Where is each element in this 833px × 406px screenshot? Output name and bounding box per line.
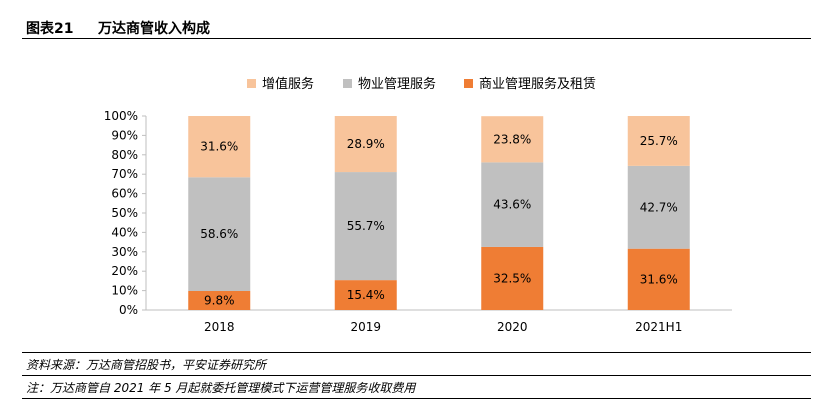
data-label: 28.9% [347, 137, 385, 151]
bar-segment [627, 116, 690, 166]
note-text: 注：万达商管自 2021 年 5 月起就委托管理模式下运营管理服务收取费用 [26, 381, 416, 395]
data-label: 9.8% [204, 293, 235, 307]
y-tick-label: 100% [104, 109, 138, 123]
data-label: 32.5% [493, 271, 531, 285]
bar-segment [627, 165, 690, 249]
bar-segment [481, 162, 544, 247]
figure-header: 图表21 万达商管收入构成 [22, 0, 811, 39]
legend-label: 商业管理服务及租赁 [479, 76, 596, 92]
y-tick-label: 60% [111, 187, 138, 201]
figure-title: 万达商管收入构成 [98, 21, 210, 37]
x-tick-label: 2018 [204, 320, 235, 334]
data-label: 55.7% [347, 219, 385, 233]
legend-swatch [247, 79, 256, 88]
bar-segment [188, 116, 251, 178]
bar-segment [481, 116, 544, 163]
data-label: 15.4% [347, 288, 385, 302]
data-label: 31.6% [640, 272, 678, 286]
legend-swatch [343, 79, 352, 88]
figure-number: 图表21 [26, 21, 74, 37]
legend-swatch [464, 79, 473, 88]
bar-segment [188, 290, 251, 310]
bar-segment [334, 280, 397, 310]
x-tick-label: 2020 [497, 320, 528, 334]
y-tick-label: 50% [111, 206, 138, 220]
bar-segment [334, 116, 397, 173]
source-line: 资料来源：万达商管招股书，平安证券研究所 [22, 352, 811, 376]
stacked-bar-chart: 增值服务 物业管理服务 商业管理服务及租赁 0% 10% 20% 30% 40% 50% 60% 7… [104, 76, 732, 334]
y-tick-label: 20% [111, 264, 138, 278]
bar-segment [627, 248, 690, 310]
y-tick-label: 80% [111, 148, 138, 162]
note-line: 注：万达商管自 2021 年 5 月起就委托管理模式下运营管理服务收取费用 [22, 376, 811, 399]
y-tick-label: 90% [111, 128, 138, 142]
x-tick-label: 2021H1 [635, 320, 682, 334]
legend-label: 物业管理服务 [358, 76, 436, 92]
y-tick-label: 10% [111, 284, 138, 298]
y-tick-label: 40% [111, 225, 138, 239]
x-tick-label: 2019 [350, 320, 381, 334]
data-label: 58.6% [200, 227, 238, 241]
bar-segment [334, 172, 397, 281]
data-label: 31.6% [200, 140, 238, 154]
legend-label: 增值服务 [262, 76, 314, 92]
data-label: 23.8% [493, 132, 531, 146]
data-label: 42.7% [640, 200, 678, 214]
source-text: 资料来源：万达商管招股书，平安证券研究所 [26, 358, 267, 372]
y-tick-label: 0% [119, 303, 138, 317]
y-tick-label: 70% [111, 167, 138, 181]
bar-segment [481, 246, 544, 310]
bar-segment [188, 177, 251, 291]
data-label: 25.7% [640, 134, 678, 148]
data-label: 43.6% [493, 198, 531, 212]
y-tick-label: 30% [111, 245, 138, 259]
